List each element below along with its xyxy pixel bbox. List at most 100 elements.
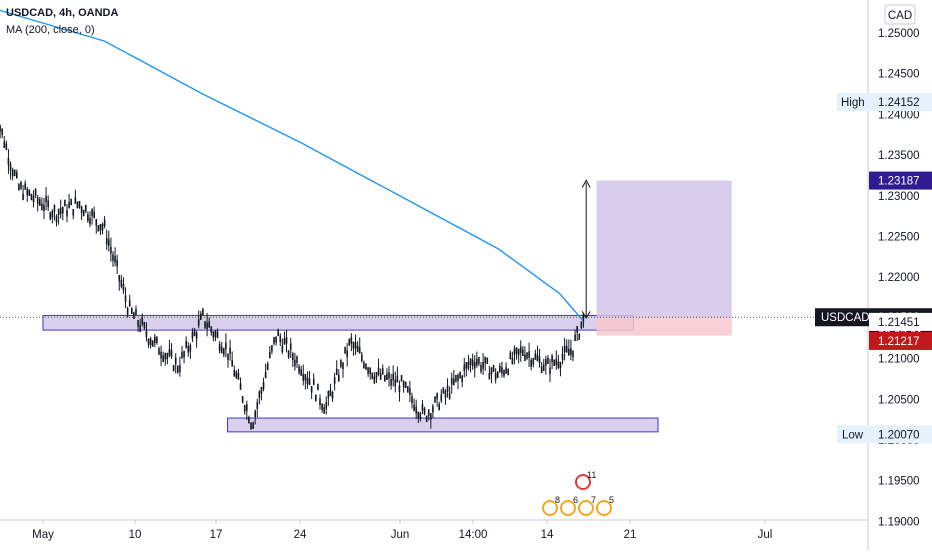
price-candle-body: [55, 215, 58, 223]
x-tick-label: 21: [624, 529, 637, 541]
price-candle-body: [0, 125, 1, 132]
currency-label: CAD: [888, 10, 912, 22]
price-candle-body: [70, 198, 72, 206]
support-zone[interactable]: [227, 417, 659, 433]
resistance-zone[interactable]: [42, 314, 634, 331]
price-candle-body: [488, 372, 491, 380]
high-price-tag[interactable]: [869, 93, 932, 112]
price-candle-body: [145, 330, 148, 338]
y-tick-label: 1.20500: [878, 394, 920, 406]
price-candle-body: [218, 344, 221, 351]
stop-price-tag[interactable]: [869, 331, 932, 350]
x-tick-label: 10: [129, 529, 142, 541]
price-candle-body: [308, 378, 311, 386]
price-candle-body: [208, 321, 210, 328]
price-candle-body: [381, 368, 384, 375]
price-candle-body: [377, 367, 380, 375]
price-candle-body: [47, 200, 49, 207]
price-candle-body: [409, 388, 411, 395]
entry-price-tag[interactable]: [869, 312, 932, 331]
price-candle-body: [45, 195, 47, 203]
price-candle-body: [156, 336, 158, 343]
price-candle-body: [91, 209, 93, 216]
price-candle-body: [453, 378, 455, 386]
ma-indicator-label[interactable]: MA (200, close, 0): [6, 24, 95, 36]
currency-button[interactable]: [884, 4, 916, 25]
price-candle-body: [51, 211, 54, 218]
price-candle-body: [195, 332, 198, 339]
price-candle-body: [62, 206, 64, 214]
high-label: High: [841, 97, 865, 109]
price-candle-body: [39, 199, 41, 206]
event-flag-us-icon[interactable]: [578, 500, 594, 516]
price-candle-body: [68, 201, 70, 209]
event-flag-us-icon[interactable]: [560, 500, 576, 516]
x-tick-label: Jul: [758, 529, 773, 541]
x-tick-label: May: [32, 529, 54, 541]
price-candle-body: [271, 345, 273, 352]
price-candle-body: [206, 322, 208, 329]
price-candle-body: [415, 406, 417, 414]
low-price-tag[interactable]: [869, 425, 932, 444]
price-candle-body: [210, 326, 213, 333]
price-candle-body: [126, 308, 129, 315]
price-candle-body: [166, 352, 169, 360]
price-candle-body: [225, 342, 227, 350]
price-candle-body: [133, 312, 135, 319]
price-candle-body: [279, 335, 282, 343]
price-candle-body: [289, 343, 292, 351]
price-candle-body: [49, 212, 52, 219]
price-candle-body: [386, 373, 388, 381]
ma-200-line[interactable]: [0, 9, 585, 323]
price-candle-body: [191, 331, 194, 339]
price-candle-body: [459, 372, 461, 379]
price-candle-body: [147, 338, 150, 345]
price-candle-body: [442, 387, 445, 394]
price-candle-body: [536, 354, 539, 362]
price-candle-body: [34, 189, 37, 196]
high-label-bg: [837, 93, 871, 112]
event-count-top: 11: [587, 470, 596, 480]
event-flag-us-icon[interactable]: [596, 500, 612, 516]
price-candle-body: [580, 321, 583, 328]
price-candle-body: [168, 349, 171, 356]
price-candle-body: [553, 359, 555, 367]
event-flag-us-icon[interactable]: [542, 500, 558, 516]
price-candle-body: [204, 321, 206, 328]
price-candle-body: [559, 361, 562, 369]
price-candle-body: [528, 351, 530, 358]
price-candle-body: [287, 350, 290, 358]
target-price-tag[interactable]: [869, 171, 932, 190]
price-candle-body: [143, 321, 146, 329]
price-candle-body: [329, 389, 332, 397]
price-candle-body: [154, 336, 156, 344]
price-candle-body: [419, 412, 422, 420]
price-candle-body: [294, 359, 296, 367]
price-candle-body: [193, 329, 196, 337]
price-candle-body: [273, 337, 275, 344]
price-candle-body: [214, 330, 217, 337]
price-candle-body: [511, 357, 514, 365]
price-candle-body: [302, 374, 305, 381]
price-candle-body: [388, 371, 390, 379]
price-candle-body: [482, 362, 484, 369]
price-candle-body: [430, 413, 432, 420]
price-candle-body: [413, 404, 415, 412]
event-flag-ca-icon[interactable]: [575, 474, 591, 490]
price-candle-body: [538, 356, 541, 363]
long-position-stop-zone[interactable]: [596, 317, 732, 336]
price-candle-body: [484, 356, 486, 364]
price-candle-body: [457, 374, 459, 382]
price-candle-body: [534, 353, 537, 360]
price-candle-body: [390, 379, 392, 386]
price-candle-body: [348, 338, 351, 346]
price-candle-body: [105, 237, 108, 245]
price-candle-body: [128, 300, 131, 307]
price-candle-body: [124, 295, 127, 303]
price-candle-body: [342, 362, 344, 370]
price-candle-body: [363, 361, 365, 369]
price-candle-body: [93, 211, 95, 219]
long-position-target-zone[interactable]: [596, 180, 732, 318]
